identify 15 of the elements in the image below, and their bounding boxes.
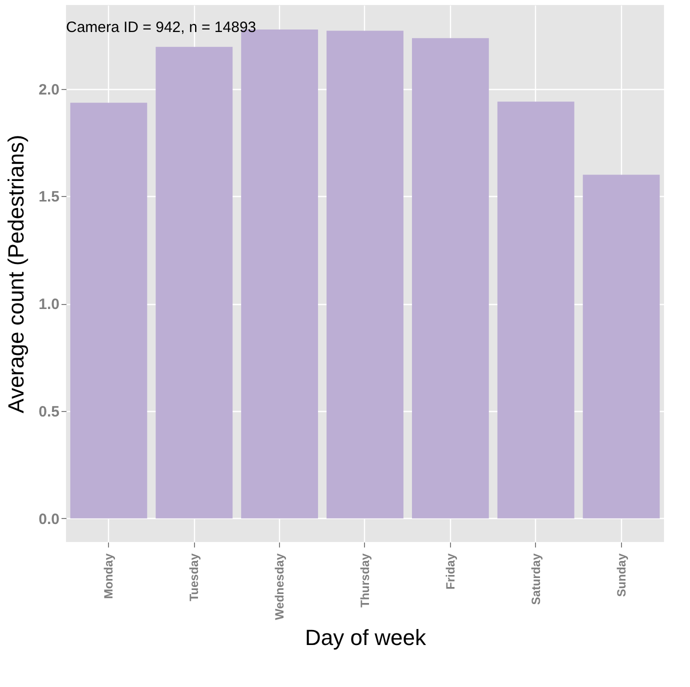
- annotation: Camera ID = 942, n = 14893: [66, 19, 256, 36]
- x-tick-label: Thursday: [358, 553, 372, 608]
- y-tick-label: 2.0: [38, 81, 60, 98]
- x-tick-label: Tuesday: [187, 553, 202, 602]
- y-tick-label: 0.5: [38, 403, 60, 420]
- x-tick-label: Friday: [443, 553, 458, 590]
- x-axis-title: Day of week: [304, 624, 428, 650]
- y-tick-label: 1.0: [38, 296, 60, 314]
- y-axis-title: Average count (Pedestrians): [4, 134, 29, 414]
- y-tick-label: 1.5: [38, 188, 60, 206]
- x-tick-label: Wednesday: [272, 553, 287, 620]
- x-tick-label: Sunday: [614, 553, 628, 597]
- x-tick-label: Saturday: [528, 553, 543, 605]
- y-tick-label: 0.0: [38, 510, 60, 528]
- x-tick-label: Monday: [102, 553, 116, 599]
